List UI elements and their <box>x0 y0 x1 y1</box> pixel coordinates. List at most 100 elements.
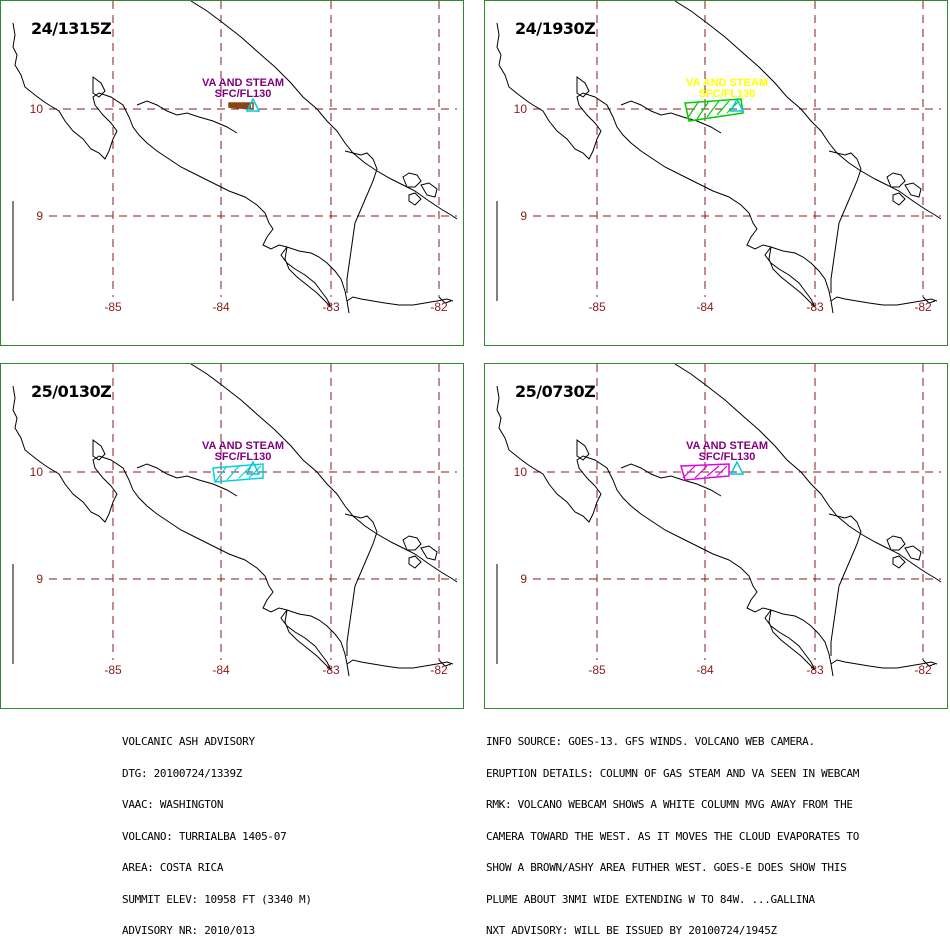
lon-label: -83 <box>322 300 340 314</box>
ash-plume-hatch <box>716 465 728 477</box>
panel-timestamp: 25/0130Z <box>31 382 112 401</box>
lake-outline <box>576 76 590 98</box>
lon-label: -83 <box>806 300 824 314</box>
coastline <box>828 513 862 656</box>
volcano-triangle-icon <box>245 97 261 112</box>
coastline <box>190 364 458 583</box>
lat-label: 10 <box>30 465 44 479</box>
coastline <box>344 513 378 656</box>
lon-label: -85 <box>588 663 606 677</box>
info-line: INFO SOURCE: GOES-13. GFS WINDS. VOLCANO… <box>486 735 815 748</box>
ash-plume-hatch <box>214 465 228 483</box>
lon-label: -85 <box>588 300 606 314</box>
coastline <box>12 22 350 314</box>
lon-label: -84 <box>696 300 714 314</box>
panel-timestamp: 24/1315Z <box>31 19 112 38</box>
advisory-line: VAAC: WASHINGTON <box>122 798 224 811</box>
coastline <box>136 100 238 134</box>
ash-plume-hatch <box>248 465 262 479</box>
info-line: NXT ADVISORY: WILL BE ISSUED BY 20100724… <box>486 924 777 937</box>
lon-label: -85 <box>104 300 122 314</box>
lon-label: -84 <box>696 663 714 677</box>
coastline <box>496 385 834 677</box>
lon-label: -82 <box>430 300 448 314</box>
lake-outline <box>92 76 106 98</box>
ash-plume-outline <box>680 463 730 481</box>
plume-label-line2: SFC/FL130 <box>699 88 756 100</box>
islands-outline <box>402 172 438 206</box>
islands-outline <box>886 535 922 569</box>
advisory-info-block: INFO SOURCE: GOES-13. GFS WINDS. VOLCANO… <box>486 716 859 947</box>
advisory-header-block: VOLCANIC ASH ADVISORY DTG: 20100724/1339… <box>122 716 312 947</box>
lon-label: -82 <box>914 300 932 314</box>
peninsula-outline <box>764 609 816 671</box>
lat-label: 10 <box>514 102 528 116</box>
ash-plume-outline <box>684 98 744 122</box>
islands-outline <box>402 535 438 569</box>
info-line: SHOW A BROWN/ASHY AREA FUTHER WEST. GOES… <box>486 861 847 874</box>
ash-plume-outline <box>212 463 264 483</box>
lat-label: 10 <box>30 102 44 116</box>
plume-label-line1: VA AND STEAM <box>202 77 284 89</box>
ash-plume-hatch <box>686 100 700 120</box>
coastline <box>830 296 938 306</box>
lon-label: -82 <box>914 663 932 677</box>
lon-label: -84 <box>212 300 230 314</box>
lon-label: -85 <box>104 663 122 677</box>
ash-plume-hatch <box>694 465 708 479</box>
coastline <box>496 22 834 314</box>
coastline <box>620 100 722 134</box>
advisory-line: DTG: 20100724/1339Z <box>122 766 243 780</box>
ash-plume-hatch <box>682 465 696 479</box>
info-line: ERUPTION DETAILS: COLUMN OF GAS STEAM AN… <box>486 766 860 780</box>
map-panel-4: 10 9 -85 -84 -83 -82 VA AND STEAM SFC/FL130 25/… <box>484 363 948 709</box>
lake-outline <box>92 439 106 461</box>
lake-outline <box>576 439 590 461</box>
ash-plume-hatch <box>238 465 252 479</box>
coastline <box>12 385 350 677</box>
ash-plume-hatch <box>696 100 710 120</box>
coastline <box>620 463 722 497</box>
info-line: RMK: VOLCANO WEBCAM SHOWS A WHITE COLUMN… <box>486 798 853 811</box>
coastline <box>830 659 938 669</box>
islands-outline <box>886 172 922 206</box>
plume-label-line1: VA AND STEAM <box>686 77 768 89</box>
lon-label: -84 <box>212 663 230 677</box>
coastline <box>828 150 862 293</box>
advisory-line: AREA: COSTA RICA <box>122 861 224 874</box>
peninsula-outline <box>764 246 816 308</box>
advisory-line: VOLCANO: TURRIALBA 1405-07 <box>122 829 287 843</box>
coastline <box>136 463 238 497</box>
ash-plume-fill <box>229 103 251 108</box>
volcano-triangle-icon <box>729 460 745 475</box>
volcano-triangle-icon <box>729 97 745 112</box>
info-line: CAMERA TOWARD THE WEST. AS IT MOVES THE … <box>486 829 860 843</box>
plume-label-line2: SFC/FL130 <box>215 451 272 463</box>
plume-label-line2: SFC/FL130 <box>215 88 272 100</box>
coastline <box>346 659 454 669</box>
advisory-line: SUMMIT ELEV: 10958 FT (3340 M) <box>122 892 312 906</box>
lon-label: -83 <box>322 663 340 677</box>
panel-timestamp: 24/1930Z <box>515 19 596 38</box>
map-panel-1: 10 9 -85 -84 -83 -82 VA AND STEAM SFC/FL130 24/… <box>0 0 464 346</box>
lon-label: -82 <box>430 663 448 677</box>
lat-label: 9 <box>36 572 43 586</box>
plume-label-line1: VA AND STEAM <box>202 440 284 452</box>
plume-label-line2: SFC/FL130 <box>699 451 756 463</box>
info-line: PLUME ABOUT 3NMI WIDE EXTENDING W TO 84W… <box>486 892 815 906</box>
coastline <box>346 296 454 306</box>
peninsula-outline <box>280 609 332 671</box>
ash-plume-hatch <box>226 465 240 481</box>
ash-plume-hatch <box>716 100 730 116</box>
coastline <box>344 150 378 293</box>
coastline <box>922 296 936 304</box>
coastline <box>922 659 936 667</box>
advisory-line: ADVISORY NR: 2010/013 <box>122 924 255 937</box>
lat-label: 10 <box>514 465 528 479</box>
map-panel-3: 10 9 -85 -84 -83 -82 VA AND STEAM SFC/FL130 25/… <box>0 363 464 709</box>
coastline <box>190 1 458 220</box>
plume-label-line1: VA AND STEAM <box>686 440 768 452</box>
